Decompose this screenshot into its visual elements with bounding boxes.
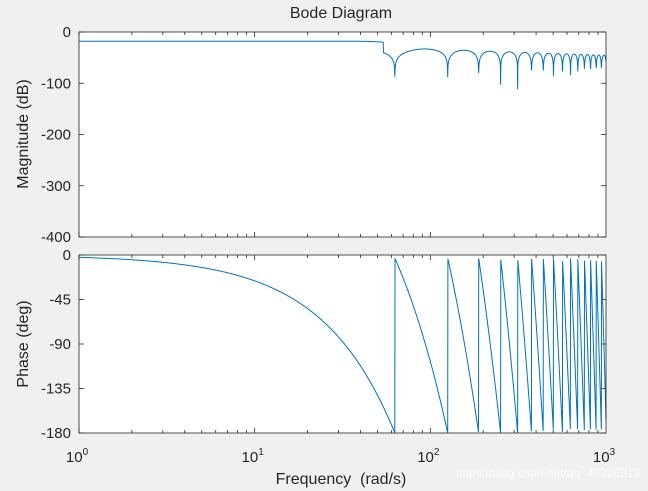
magnitude-y-ticks: 0 -100 -200 -300 -400 (41, 24, 606, 246)
x-axis-label: Frequency (rad/s) (276, 471, 407, 488)
magnitude-series-line (79, 40, 607, 90)
phase-axes-box (78, 254, 607, 434)
phase-y-tick-label: -45 (49, 292, 71, 309)
magnitude-y-tick-label: -400 (41, 229, 71, 246)
x-tick-label: 101 (242, 447, 265, 466)
phase-y-tick-label: -135 (41, 381, 71, 398)
magnitude-y-tick-label: -300 (41, 178, 71, 195)
x-tick-labels: 100 101 102 103 (66, 447, 616, 466)
magnitude-axes-box (78, 31, 607, 238)
phase-series-line (78, 256, 607, 434)
phase-y-axis-label: Phase (deg) (15, 300, 32, 387)
phase-y-tick-label: -90 (49, 336, 71, 353)
phase-plot-area (79, 255, 606, 433)
phase-y-tick-label: -180 (41, 425, 71, 442)
magnitude-plot-area (79, 32, 606, 237)
x-tick-label: 100 (66, 447, 89, 466)
phase-x-ticks (78, 255, 599, 433)
magnitude-y-tick-label: 0 (63, 24, 71, 41)
magnitude-y-axis-label: Magnitude (dB) (15, 79, 32, 188)
phase-panel: 0 -45 -90 -135 -180 Phase (deg) (15, 247, 607, 442)
phase-y-tick-label: 0 (63, 247, 71, 264)
magnitude-y-tick-label: -100 (41, 75, 71, 92)
magnitude-y-tick-label: -200 (41, 127, 71, 144)
plot-title: Bode Diagram (290, 5, 392, 22)
magnitude-panel: 0 -100 -200 -300 -400 Magnitude (dB) (15, 24, 607, 246)
watermark-text: https://blog.csdn.net/qq_43328313 (456, 466, 640, 480)
x-tick-label: 102 (417, 447, 440, 466)
x-tick-label: 103 (593, 447, 616, 466)
